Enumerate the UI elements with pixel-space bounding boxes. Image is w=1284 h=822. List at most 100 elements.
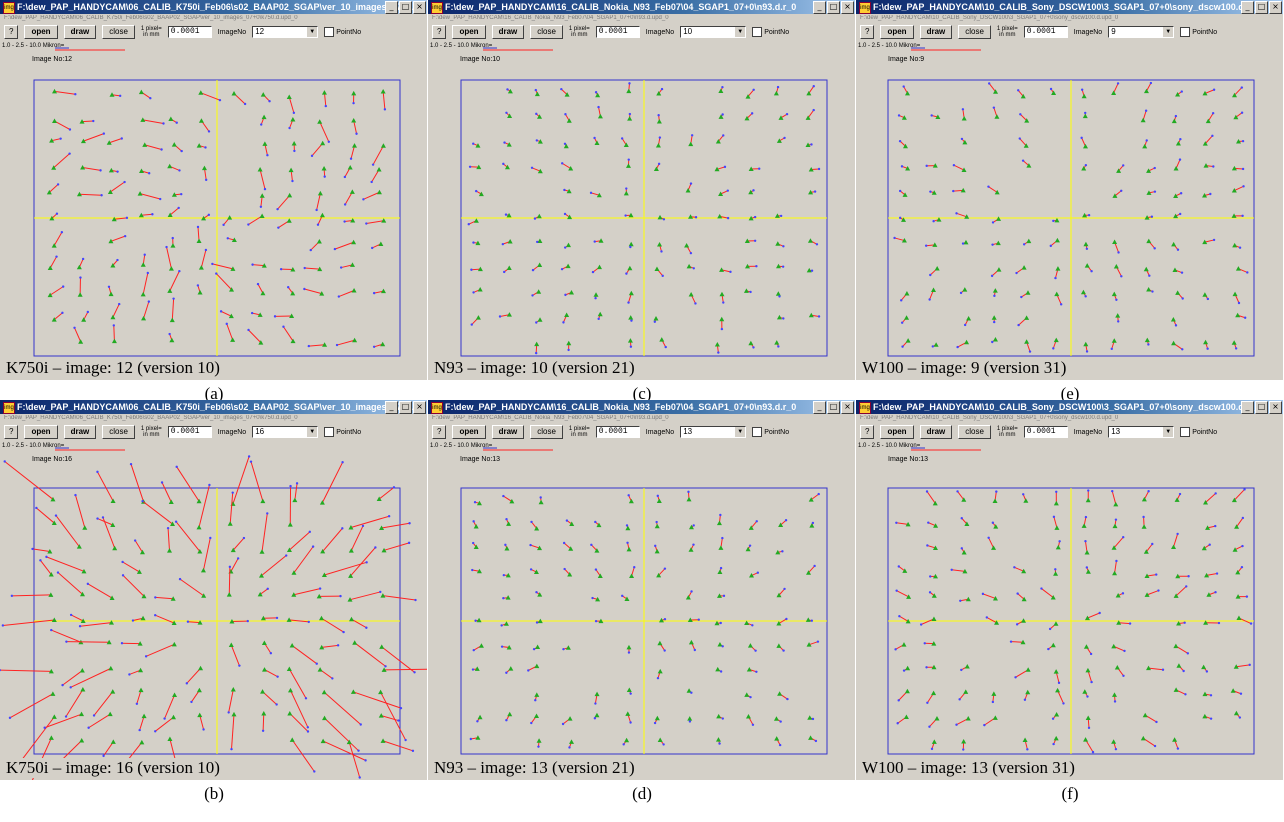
close-icon[interactable]: × xyxy=(841,401,854,414)
maximize-icon[interactable]: □ xyxy=(399,401,412,414)
point-no-checkbox[interactable]: PointNo xyxy=(1180,27,1217,37)
minimize-icon[interactable]: _ xyxy=(385,401,398,414)
point-marker xyxy=(566,340,572,346)
minimize-icon[interactable]: _ xyxy=(813,1,826,14)
close-button[interactable]: close xyxy=(102,425,135,439)
vector-tip xyxy=(1209,192,1212,196)
draw-button[interactable]: draw xyxy=(491,25,525,39)
image-no-select[interactable]: 13 ▼ xyxy=(680,426,747,438)
pixel-size-input[interactable]: 0.0001 xyxy=(1023,26,1068,38)
chevron-down-icon[interactable]: ▼ xyxy=(735,27,746,37)
chevron-down-icon[interactable]: ▼ xyxy=(1163,27,1174,37)
open-button[interactable]: open xyxy=(880,425,914,439)
vector-tip xyxy=(594,619,598,623)
chevron-down-icon[interactable]: ▼ xyxy=(307,427,318,437)
checkbox-box[interactable] xyxy=(324,27,335,37)
checkbox-box[interactable] xyxy=(1180,427,1191,437)
vector-tip xyxy=(159,197,162,201)
draw-button[interactable]: draw xyxy=(919,25,953,39)
title-bar[interactable]: img F:\dew_PAP_HANDYCAM\10_CALIB_Sony_DSC… xyxy=(856,0,1283,14)
maximize-icon[interactable]: □ xyxy=(1255,401,1268,414)
close-icon[interactable]: × xyxy=(413,1,426,14)
maximize-icon[interactable]: □ xyxy=(827,1,840,14)
title-bar[interactable]: img F:\dew_PAP_HANDYCAM\16_CALIB_Nokia_N9… xyxy=(428,400,855,414)
close-button[interactable]: close xyxy=(530,425,563,439)
title-bar[interactable]: img F:\dew_PAP_HANDYCAM\16_CALIB_Nokia_N9… xyxy=(428,0,855,14)
point-no-checkbox[interactable]: PointNo xyxy=(752,27,789,37)
minimize-icon[interactable]: _ xyxy=(1241,401,1254,414)
draw-button[interactable]: draw xyxy=(63,25,97,39)
help-button[interactable]: ? xyxy=(860,425,875,439)
pixel-size-input[interactable]: 0.0001 xyxy=(595,426,640,438)
pixel-size-input[interactable]: 0.0001 xyxy=(167,26,212,38)
chevron-down-icon[interactable]: ▼ xyxy=(307,27,318,37)
point-no-checkbox[interactable]: PointNo xyxy=(752,427,789,437)
help-button[interactable]: ? xyxy=(4,25,19,39)
checkbox-box[interactable] xyxy=(752,27,763,37)
close-button[interactable]: close xyxy=(958,425,991,439)
vector-tip xyxy=(1084,515,1088,519)
point-marker xyxy=(536,213,542,219)
vector-tip xyxy=(263,187,267,191)
open-button[interactable]: open xyxy=(24,425,58,439)
image-no-select[interactable]: 12 ▼ xyxy=(252,26,319,38)
point-marker xyxy=(350,217,356,223)
title-bar[interactable]: img F:\dew_PAP_HANDYCAM\06_CALIB_K750i_Fe… xyxy=(0,400,427,414)
minimize-icon[interactable]: _ xyxy=(813,401,826,414)
pixel-size-input[interactable]: 0.0001 xyxy=(1023,426,1068,438)
point-no-checkbox[interactable]: PointNo xyxy=(324,27,361,37)
close-button[interactable]: close xyxy=(530,25,563,39)
close-button[interactable]: close xyxy=(102,25,135,39)
point-no-checkbox[interactable]: PointNo xyxy=(324,427,361,437)
close-icon[interactable]: × xyxy=(413,401,426,414)
pixel-size-input[interactable]: 0.0001 xyxy=(595,26,640,38)
residual-vector xyxy=(49,256,57,269)
point-marker xyxy=(316,593,322,599)
open-button[interactable]: open xyxy=(452,425,486,439)
pixel-size-input[interactable]: 0.0001 xyxy=(167,426,212,438)
checkbox-box[interactable] xyxy=(752,427,763,437)
point-no-checkbox[interactable]: PointNo xyxy=(1180,427,1217,437)
vector-tip xyxy=(273,315,277,318)
vector-tip xyxy=(563,212,567,216)
chevron-down-icon[interactable]: ▼ xyxy=(1163,427,1174,437)
open-button[interactable]: open xyxy=(24,25,58,39)
vector-tip xyxy=(1151,290,1154,293)
draw-button[interactable]: draw xyxy=(63,425,97,439)
image-no-select[interactable]: 13 ▼ xyxy=(1108,426,1175,438)
chevron-down-icon[interactable]: ▼ xyxy=(735,427,746,437)
vector-tip xyxy=(717,351,720,354)
help-button[interactable]: ? xyxy=(432,25,447,39)
point-marker xyxy=(507,113,513,119)
vector-tip xyxy=(534,699,537,702)
image-no-label: ImageNo xyxy=(1073,428,1103,436)
checkbox-box[interactable] xyxy=(324,427,335,437)
minimize-icon[interactable]: _ xyxy=(385,1,398,14)
image-no-select[interactable]: 9 ▼ xyxy=(1108,26,1175,38)
close-button[interactable]: close xyxy=(958,25,991,39)
vector-tip xyxy=(231,491,234,494)
close-icon[interactable]: × xyxy=(1269,1,1282,14)
draw-button[interactable]: draw xyxy=(491,425,525,439)
open-button[interactable]: open xyxy=(452,25,486,39)
checkbox-box[interactable] xyxy=(1180,27,1191,37)
image-no-select[interactable]: 16 ▼ xyxy=(252,426,319,438)
help-button[interactable]: ? xyxy=(860,25,875,39)
maximize-icon[interactable]: □ xyxy=(827,401,840,414)
vector-tip xyxy=(371,163,375,166)
title-bar[interactable]: img F:\dew_PAP_HANDYCAM\06_CALIB_K750i_Fe… xyxy=(0,0,427,14)
title-bar[interactable]: img F:\dew_PAP_HANDYCAM\10_CALIB_Sony_DSC… xyxy=(856,400,1283,414)
open-button[interactable]: open xyxy=(880,25,914,39)
vector-tip xyxy=(123,234,127,238)
help-button[interactable]: ? xyxy=(4,425,19,439)
vector-tip xyxy=(180,149,183,153)
maximize-icon[interactable]: □ xyxy=(1255,1,1268,14)
image-no-select[interactable]: 10 ▼ xyxy=(680,26,747,38)
help-button[interactable]: ? xyxy=(432,425,447,439)
minimize-icon[interactable]: _ xyxy=(1241,1,1254,14)
maximize-icon[interactable]: □ xyxy=(399,1,412,14)
close-icon[interactable]: × xyxy=(841,1,854,14)
draw-button[interactable]: draw xyxy=(919,425,953,439)
close-icon[interactable]: × xyxy=(1269,401,1282,414)
vector-tip xyxy=(1205,670,1209,673)
